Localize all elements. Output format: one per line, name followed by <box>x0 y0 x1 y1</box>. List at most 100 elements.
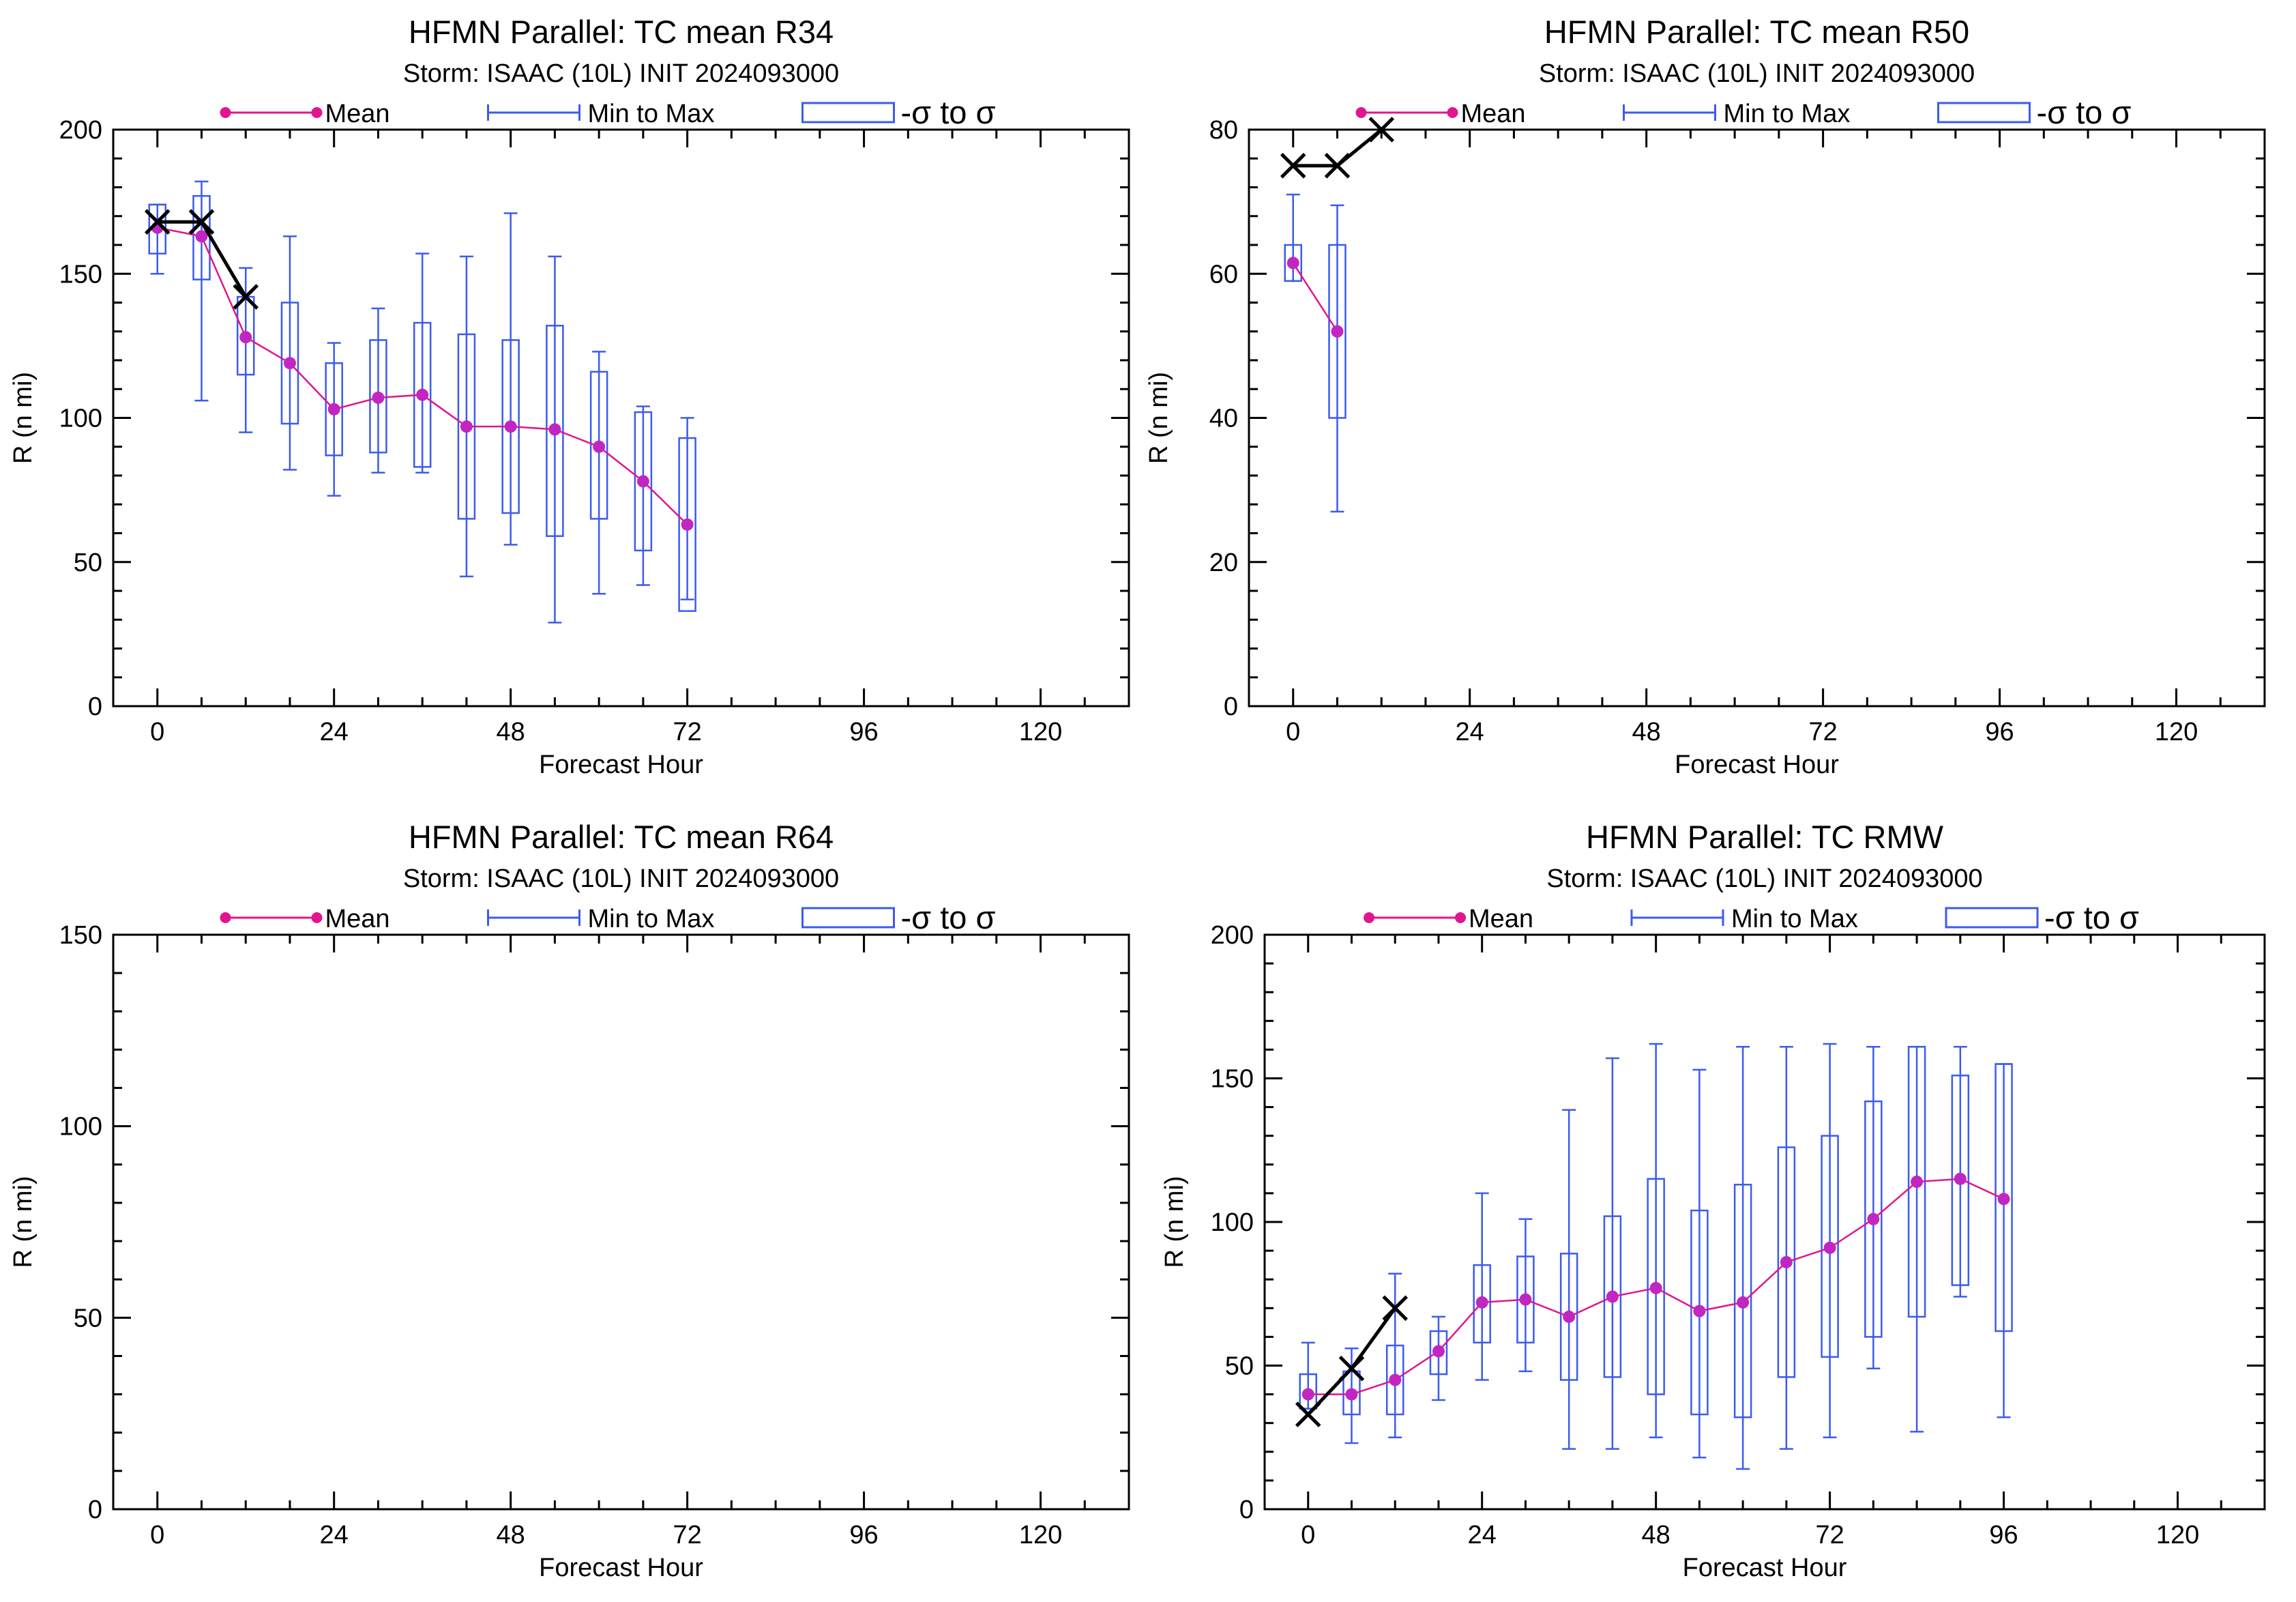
y-tick-label: 40 <box>1209 405 1238 433</box>
sigma-box <box>325 362 343 456</box>
chart-subtitle: Storm: ISAAC (10L) INIT 2024093000 <box>403 59 839 88</box>
sigma-box <box>1647 1178 1665 1395</box>
sigma-box <box>1777 1146 1796 1378</box>
observed-x-marker <box>188 209 215 235</box>
y-tick-label: 0 <box>1239 1496 1254 1524</box>
mean-point <box>372 391 385 404</box>
legend-minmax-label: Min to Max <box>588 905 715 933</box>
x-tick-label: 120 <box>1019 718 1062 746</box>
sigma-box <box>678 437 696 612</box>
mean-point <box>1563 1310 1576 1323</box>
mean-point <box>1519 1293 1532 1306</box>
y-axis-label: R (n mi) <box>9 1176 38 1268</box>
x-tick-label: 96 <box>849 1521 878 1549</box>
observed-x-marker <box>1295 1401 1321 1427</box>
mean-point <box>681 518 694 531</box>
y-tick-label: 50 <box>1225 1352 1254 1381</box>
x-tick-label: 24 <box>1456 718 1484 746</box>
mean-point <box>1911 1176 1924 1189</box>
y-tick-label: 150 <box>1211 1065 1254 1094</box>
y-tick-label: 0 <box>1224 693 1238 721</box>
observed-x-marker <box>1338 1355 1365 1382</box>
y-tick-label: 150 <box>59 260 102 289</box>
y-tick-label: 200 <box>59 116 102 145</box>
chart-subtitle: Storm: ISAAC (10L) INIT 2024093000 <box>1546 864 1982 893</box>
y-tick-label: 0 <box>88 1496 102 1524</box>
x-tick-label: 24 <box>320 718 349 746</box>
y-tick-label: 100 <box>59 1113 102 1141</box>
mean-point <box>593 440 606 453</box>
legend-mean-marker <box>1455 912 1466 923</box>
x-tick-label: 120 <box>1019 1521 1062 1549</box>
observed-x-marker <box>1368 117 1394 143</box>
legend-mean-label: Mean <box>325 905 390 933</box>
mean-point <box>1693 1305 1706 1317</box>
sigma-box <box>1951 1075 1970 1286</box>
x-tick-label: 120 <box>2155 718 2198 746</box>
observed-x-marker <box>1324 153 1351 179</box>
legend-sigma-label: -σ to σ <box>2044 899 2139 935</box>
mean-point <box>1649 1281 1662 1294</box>
x-tick-label: 48 <box>497 718 525 746</box>
observed-x-marker <box>1280 153 1306 179</box>
mean-point <box>1823 1241 1836 1254</box>
sigma-box <box>589 370 608 520</box>
observed-x-marker <box>233 284 259 310</box>
y-tick-label: 100 <box>1211 1208 1254 1237</box>
x-tick-label: 0 <box>1301 1521 1315 1549</box>
sigma-box <box>1864 1100 1883 1338</box>
mean-point <box>1475 1296 1488 1309</box>
legend-mean-marker <box>1447 107 1458 118</box>
sigma-box <box>1559 1253 1578 1381</box>
legend-mean-label: Mean <box>1461 100 1526 128</box>
legend-minmax-label: Min to Max <box>1731 905 1858 933</box>
sigma-box <box>634 411 653 552</box>
mean-point <box>1389 1373 1402 1386</box>
sigma-box <box>1690 1209 1709 1416</box>
x-tick-label: 0 <box>1286 718 1300 746</box>
x-axis-label: Forecast Hour <box>1683 1554 1847 1582</box>
sigma-box <box>1385 1344 1404 1416</box>
x-tick-label: 0 <box>150 1521 164 1549</box>
x-tick-label: 24 <box>320 1521 349 1549</box>
mean-point <box>1345 1388 1358 1401</box>
sigma-box <box>1284 244 1302 282</box>
x-tick-label: 72 <box>1815 1521 1844 1549</box>
x-tick-label: 0 <box>150 718 164 746</box>
sigma-box <box>1299 1373 1317 1410</box>
y-axis-label: R (n mi) <box>1145 372 1173 464</box>
x-axis-label: Forecast Hour <box>539 751 703 779</box>
plot-frame <box>112 933 1130 1511</box>
mean-point <box>1331 325 1344 338</box>
mean-point <box>1286 257 1299 270</box>
sigma-box <box>1733 1184 1752 1418</box>
mean-point <box>1780 1255 1793 1268</box>
y-tick-label: 200 <box>1211 921 1254 950</box>
sigma-box <box>1342 1370 1361 1416</box>
observed-x-marker <box>1382 1295 1408 1322</box>
sigma-box <box>1821 1135 1839 1358</box>
x-tick-label: 48 <box>497 1521 525 1549</box>
mean-point <box>1867 1212 1880 1225</box>
x-tick-label: 96 <box>849 718 878 746</box>
chart-panel-r64: HFMN Parallel: TC mean R64 Storm: ISAAC (… <box>9 819 1130 1582</box>
legend-mean-marker <box>311 107 323 118</box>
mean-point <box>283 357 296 370</box>
chart-panel-rmw: HFMN Parallel: TC RMW Storm: ISAAC (10L) … <box>1160 819 2266 1582</box>
mean-point <box>504 420 517 433</box>
observed-x-marker <box>144 209 171 235</box>
chart-title: HFMN Parallel: TC mean R64 <box>409 819 834 855</box>
x-tick-label: 48 <box>1632 718 1661 746</box>
y-tick-label: 50 <box>74 549 102 577</box>
x-tick-label: 48 <box>1642 1521 1671 1549</box>
sigma-box <box>1328 244 1346 419</box>
chart-subtitle: Storm: ISAAC (10L) INIT 2024093000 <box>1539 59 1975 88</box>
mean-point <box>1737 1296 1750 1309</box>
y-tick-label: 80 <box>1209 116 1238 145</box>
plot-frame <box>1248 128 2266 708</box>
mean-point <box>548 423 561 436</box>
x-tick-label: 96 <box>1989 1521 2018 1549</box>
y-tick-label: 150 <box>59 921 102 950</box>
sigma-box <box>1995 1063 2013 1332</box>
